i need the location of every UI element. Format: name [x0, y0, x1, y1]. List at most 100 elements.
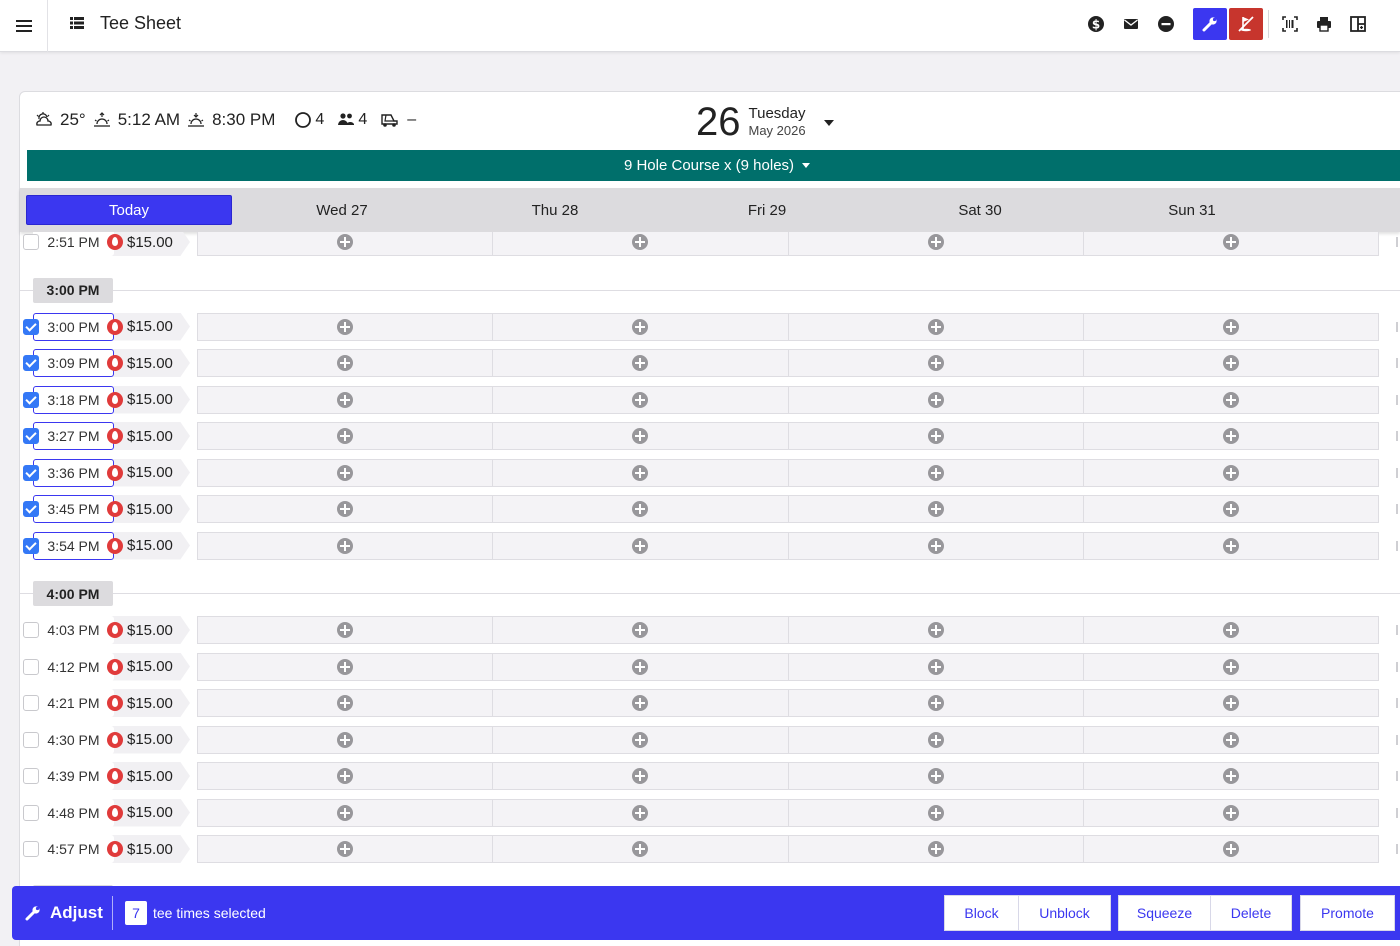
tee-time-label[interactable]: 4:39 PM — [33, 762, 114, 790]
add-player-slot[interactable] — [493, 232, 789, 255]
row-handle-icon[interactable] — [1396, 698, 1400, 708]
tee-time-checkbox[interactable] — [23, 731, 39, 748]
add-player-slot[interactable] — [198, 617, 494, 643]
add-player-slot[interactable] — [198, 690, 494, 716]
add-player-slot[interactable] — [198, 313, 494, 340]
row-handle-icon[interactable] — [1396, 540, 1400, 551]
tee-time-label[interactable]: 4:57 PM — [33, 835, 114, 863]
tee-time-checkbox[interactable] — [23, 804, 39, 821]
add-player-slot[interactable] — [789, 313, 1084, 340]
row-handle-icon[interactable] — [1396, 661, 1400, 672]
add-player-slot[interactable] — [789, 350, 1084, 376]
tee-time-checkbox[interactable] — [23, 537, 39, 554]
hamburger-menu-button[interactable] — [0, 0, 48, 52]
tee-time-label[interactable]: 4:12 PM — [33, 652, 114, 681]
tee-time-label[interactable]: 3:09 PM — [33, 349, 114, 377]
add-player-slot[interactable] — [493, 350, 789, 376]
scan-button[interactable] — [1273, 8, 1307, 40]
day-tab-2[interactable]: Thu 28 — [531, 201, 579, 219]
day-tab-4[interactable]: Sat 30 — [958, 201, 1002, 219]
tee-time-checkbox[interactable] — [23, 428, 39, 444]
day-tab-1[interactable]: Wed 27 — [316, 201, 368, 219]
add-player-slot[interactable] — [1084, 387, 1378, 413]
tee-time-label[interactable]: 3:18 PM — [33, 385, 114, 414]
tee-time-label[interactable]: 4:30 PM — [33, 725, 114, 754]
dollar-button[interactable]: $ — [1079, 8, 1113, 40]
tee-time-label[interactable]: 4:03 PM — [33, 616, 114, 644]
tee-time-label[interactable]: 3:45 PM — [33, 495, 114, 523]
add-player-slot[interactable] — [789, 232, 1084, 255]
add-player-slot[interactable] — [1084, 232, 1378, 255]
row-handle-icon[interactable] — [1396, 237, 1400, 247]
tee-time-checkbox[interactable] — [23, 391, 39, 408]
add-player-slot[interactable] — [493, 653, 789, 680]
tee-time-checkbox[interactable] — [23, 768, 39, 784]
tee-time-checkbox[interactable] — [23, 658, 39, 675]
tee-time-label[interactable]: 4:21 PM — [33, 689, 114, 717]
tee-time-checkbox[interactable] — [23, 501, 39, 517]
tee-time-checkbox[interactable] — [23, 234, 39, 250]
tee-time-label[interactable]: 3:00 PM — [33, 312, 114, 341]
add-player-slot[interactable] — [493, 617, 789, 643]
add-player-slot[interactable] — [493, 836, 789, 862]
unblock-button[interactable]: Unblock — [1018, 895, 1111, 931]
add-player-slot[interactable] — [789, 423, 1084, 449]
tee-time-checkbox[interactable] — [23, 464, 39, 481]
add-player-slot[interactable] — [198, 386, 494, 413]
row-handle-icon[interactable] — [1396, 844, 1400, 854]
add-player-slot[interactable] — [789, 726, 1084, 753]
tee-time-label[interactable]: 3:54 PM — [33, 531, 114, 560]
add-player-slot[interactable] — [493, 532, 789, 559]
add-player-slot[interactable] — [493, 313, 789, 340]
add-player-slot[interactable] — [198, 799, 494, 826]
delete-button[interactable]: Delete — [1210, 895, 1292, 931]
minus-button[interactable] — [1149, 8, 1183, 40]
add-player-slot[interactable] — [1084, 654, 1378, 680]
add-player-slot[interactable] — [1084, 800, 1378, 826]
day-tab-0[interactable]: Today — [26, 195, 232, 225]
add-player-slot[interactable] — [198, 532, 494, 559]
tee-time-checkbox[interactable] — [23, 355, 39, 371]
add-player-slot[interactable] — [789, 763, 1084, 789]
add-player-slot[interactable] — [1084, 617, 1378, 643]
add-player-slot[interactable] — [198, 653, 494, 680]
adjust-mode-button[interactable] — [1193, 8, 1227, 40]
row-handle-icon[interactable] — [1396, 431, 1400, 441]
add-player-slot[interactable] — [1084, 836, 1378, 862]
add-player-slot[interactable] — [1084, 350, 1378, 376]
add-player-slot[interactable] — [493, 690, 789, 716]
row-handle-icon[interactable] — [1396, 807, 1400, 818]
add-player-slot[interactable] — [198, 763, 494, 789]
print-button[interactable] — [1307, 8, 1341, 40]
add-player-slot[interactable] — [198, 423, 494, 449]
add-player-slot[interactable] — [198, 232, 494, 255]
add-player-slot[interactable] — [1084, 690, 1378, 716]
row-handle-icon[interactable] — [1396, 467, 1400, 478]
day-tab-5[interactable]: Sun 31 — [1168, 201, 1216, 219]
tee-time-label[interactable]: 3:27 PM — [33, 422, 114, 450]
tee-time-checkbox[interactable] — [23, 622, 39, 638]
add-player-slot[interactable] — [1084, 763, 1378, 789]
add-player-slot[interactable] — [493, 799, 789, 826]
add-player-slot[interactable] — [198, 459, 494, 486]
add-player-slot[interactable] — [493, 459, 789, 486]
add-player-slot[interactable] — [493, 726, 789, 753]
row-handle-icon[interactable] — [1396, 734, 1400, 745]
day-tab-3[interactable]: Fri 29 — [747, 201, 787, 219]
add-player-slot[interactable] — [789, 690, 1084, 716]
add-player-slot[interactable] — [493, 386, 789, 413]
add-player-slot[interactable] — [198, 836, 494, 862]
row-handle-icon[interactable] — [1396, 625, 1400, 635]
date-picker[interactable]: 26 Tuesday May 2026 — [696, 100, 834, 144]
add-player-slot[interactable] — [198, 350, 494, 376]
add-player-slot[interactable] — [789, 799, 1084, 826]
add-player-slot[interactable] — [789, 653, 1084, 680]
tee-time-label[interactable]: 2:51 PM — [33, 232, 114, 256]
add-player-slot[interactable] — [1084, 423, 1378, 449]
tee-time-label[interactable]: 3:36 PM — [33, 458, 114, 487]
add-player-slot[interactable] — [1084, 314, 1378, 340]
add-player-slot[interactable] — [198, 726, 494, 753]
row-handle-icon[interactable] — [1396, 504, 1400, 514]
add-player-slot[interactable] — [493, 496, 789, 522]
add-player-slot[interactable] — [789, 617, 1084, 643]
